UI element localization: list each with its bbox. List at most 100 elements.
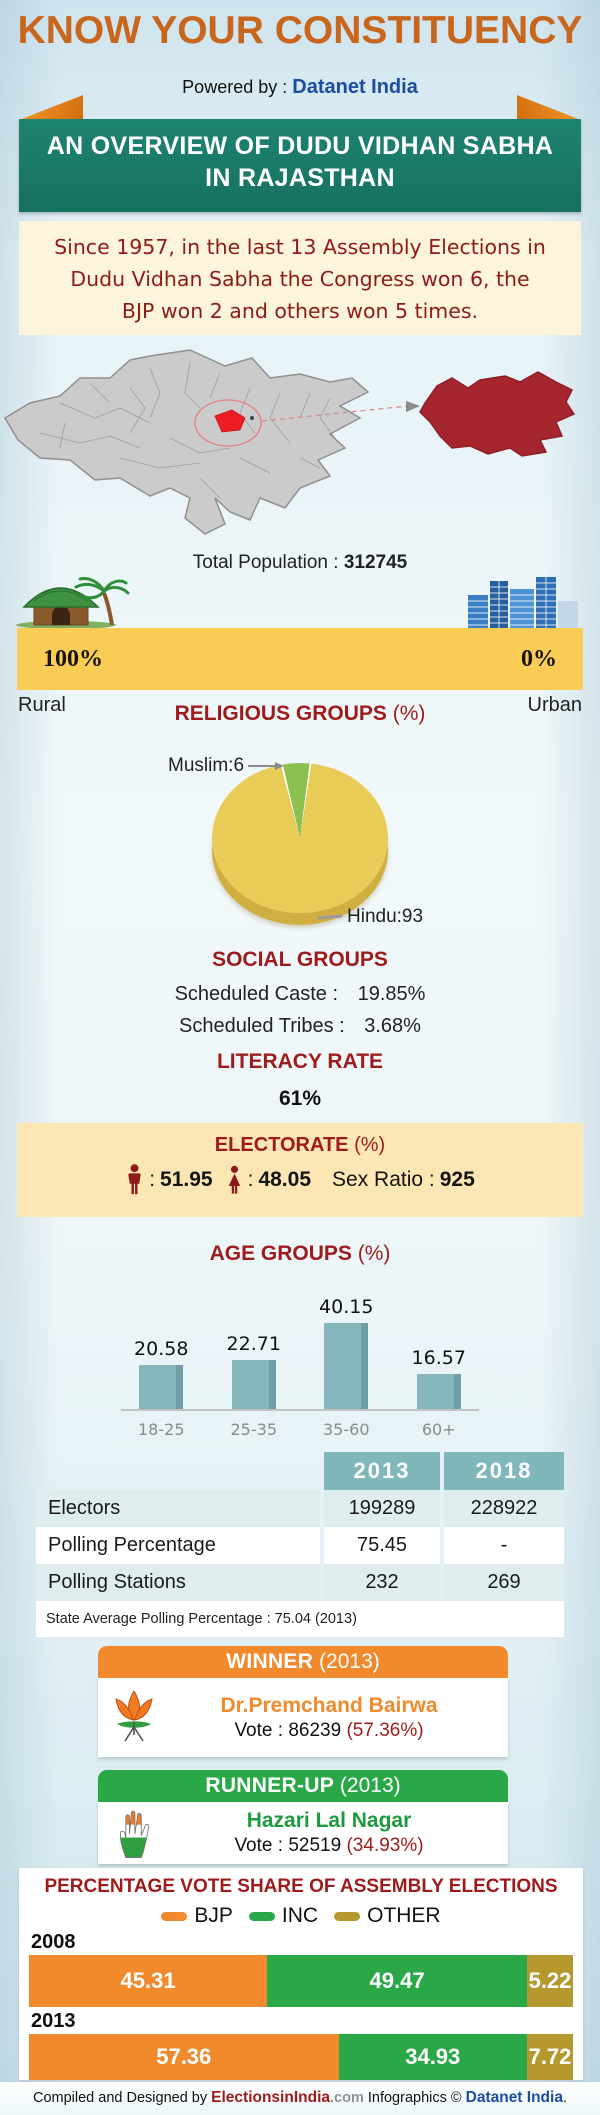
runner-up-card: RUNNER-UP (2013) Hazari Lal Na: [98, 1770, 508, 1864]
age-bar-group: 40.15: [315, 1296, 377, 1409]
age-bar-category: 35-60: [323, 1420, 370, 1439]
rajasthan-map: [3, 349, 576, 535]
highlighted-district: [214, 409, 246, 433]
inc-hand-icon: [119, 1810, 150, 1858]
age-bar: [139, 1365, 184, 1409]
literacy-rate-value: 61%: [278, 1087, 322, 1110]
electors-table: 2013 2018 Electors 199289 228922 Polling…: [36, 1452, 564, 1637]
legend-label: OTHER: [367, 1904, 441, 1927]
leader-dash-icon: [318, 914, 342, 920]
age-bar-value: 22.71: [226, 1333, 281, 1355]
overview-banner: AN OVERVIEW OF DUDU VIDHAN SABHA IN RAJA…: [19, 119, 581, 212]
legend-label: BJP: [194, 1904, 233, 1927]
intro-line3: BJP won 2 and others won 5 times.: [121, 299, 479, 323]
district-marker-dot: [250, 416, 254, 420]
table-header-2013: 2013: [324, 1452, 440, 1490]
vote-share-segment: 34.93: [338, 2034, 527, 2080]
vote-share-bar: 57.36 34.93 7.72: [29, 2034, 573, 2080]
muslim-slice-label: Muslim:6: [168, 755, 285, 777]
vote-share-segment: 45.31: [29, 1955, 268, 2007]
table-row: Polling Percentage 75.45 -: [36, 1527, 564, 1564]
table-row: Electors 199289 228922: [36, 1490, 564, 1527]
electorate-row: : 51.95 : 48.05 Sex Ratio : 925: [17, 1164, 583, 1196]
religion-pie-chart: [212, 763, 388, 913]
legend-label: INC: [281, 1904, 319, 1927]
legend-item: BJP: [161, 1904, 233, 1928]
age-bar-value: 16.57: [411, 1347, 466, 1369]
age-cats-row: 18-25 25-35 35-60 60+: [115, 1420, 485, 1439]
bjp-lotus-icon: [115, 1689, 153, 1741]
age-bar-group: 16.57: [408, 1347, 470, 1409]
runner-up-vote: Vote : 52519 (34.93%): [234, 1835, 424, 1856]
legend-swatch-icon: [161, 1911, 188, 1921]
district-borders: [39, 362, 336, 499]
vote-share-legend: BJP INC OTHER: [19, 1904, 583, 1928]
vote-share-segment: 49.47: [267, 1955, 527, 2007]
literacy-rate-title: LITERACY RATE: [216, 1050, 384, 1073]
electorate-title: ELECTORATE (%): [214, 1134, 386, 1156]
legend-swatch-icon: [248, 1911, 275, 1921]
legend-item: OTHER: [334, 1904, 441, 1928]
rural-hut-icon: [16, 577, 130, 629]
intro-box: Since 1957, in the last 13 Assembly Elec…: [19, 221, 581, 335]
winner-vote-pct: (57.36%): [346, 1719, 424, 1741]
scheduled-caste-row: Scheduled Caste : 19.85%: [174, 983, 426, 1005]
age-bar-group: 22.71: [223, 1333, 285, 1409]
female-icon: [228, 1165, 240, 1194]
age-bar-group: 20.58: [130, 1338, 192, 1409]
male-icon: [128, 1164, 141, 1195]
vote-share-year-label: 2008: [31, 1931, 76, 1953]
runner-up-vote-pct: (34.93%): [346, 1835, 424, 1856]
leader-arrow-icon: [248, 762, 285, 770]
age-bar-value: 20.58: [134, 1338, 189, 1360]
winner-vote-value: 86239: [288, 1719, 342, 1741]
datanet-india-logo: Datanet India: [292, 76, 418, 98]
total-population: Total Population : 312745: [0, 552, 600, 574]
age-bar-category: 25-35: [230, 1420, 278, 1439]
age-groups-chart: 20.58 22.71 40.15 16.57 18-25 25-35 35-60 60+: [115, 1285, 485, 1445]
rural-urban-bar: 100% 0%: [17, 628, 583, 690]
vote-share-segment: 57.36: [29, 2034, 339, 2080]
age-bar: [416, 1374, 461, 1409]
age-chart-baseline: [121, 1409, 479, 1411]
connector-arrow-icon: [261, 401, 420, 422]
runner-up-name: Hazari Lal Nagar: [246, 1809, 412, 1832]
age-bar-category: 18-25: [138, 1420, 185, 1439]
winner-vote: Vote : 86239 (57.36%): [234, 1719, 424, 1741]
legend-swatch-icon: [334, 1911, 361, 1921]
vote-share-year-label: 2013: [31, 2010, 76, 2032]
vote-share-box: PERCENTAGE VOTE SHARE OF ASSEMBLY ELECTI…: [19, 1868, 583, 2080]
runner-up-vote-value: 52519: [288, 1835, 342, 1856]
legend-item: INC: [248, 1904, 319, 1928]
winner-name: Dr.Premchand Bairwa: [220, 1693, 438, 1717]
intro-line1: Since 1957, in the last 13 Assembly Elec…: [54, 235, 546, 259]
hindu-slice-label: Hindu:93: [318, 906, 423, 928]
intro-line2: Dudu Vidhan Sabha the Congress won 6, th…: [70, 267, 530, 291]
vote-share-segment: 5.22: [527, 1955, 573, 2007]
vote-share-rows: 2008 45.31 49.47 5.22 2013 57.36 34.93 7.72: [19, 1931, 583, 2080]
total-population-label: Total Population :: [192, 552, 339, 573]
rural-percentage: 100%: [43, 645, 103, 672]
urban-label: Urban: [527, 694, 582, 716]
vote-share-segment: 7.72: [527, 2034, 573, 2080]
female-electorate-value: 48.05: [258, 1168, 312, 1191]
age-groups-title: AGE GROUPS (%): [209, 1242, 391, 1265]
age-bar-value: 40.15: [319, 1296, 374, 1318]
table-header-row: 2013 2018: [36, 1452, 564, 1490]
datanet-india-footer-logo: Datanet India: [465, 2089, 563, 2106]
rural-label: Rural: [18, 694, 66, 716]
male-electorate-value: 51.95: [160, 1168, 213, 1191]
state-average-note: State Average Polling Percentage : 75.04…: [36, 1601, 564, 1637]
age-bars-row: 20.58 22.71 40.15 16.57: [115, 1296, 485, 1409]
scheduled-caste-value: 19.85%: [357, 983, 426, 1005]
vote-share-title: PERCENTAGE VOTE SHARE OF ASSEMBLY ELECTI…: [44, 1876, 558, 1897]
table-header-2018: 2018: [444, 1452, 564, 1490]
rural-urban-labels: Rural Urban: [18, 694, 582, 717]
table-row: Polling Stations 232 269: [36, 1564, 564, 1601]
scheduled-tribes-row: Scheduled Tribes : 3.68%: [179, 1015, 421, 1037]
zoom-ellipse: [194, 399, 262, 447]
footer-credit: Compiled and Designed by ElectionsinIndi…: [0, 2082, 600, 2115]
age-bar: [324, 1323, 369, 1409]
page-title: KNOW YOUR CONSTITUENCY: [17, 9, 583, 52]
electionsinindia-logo: ElectionsinIndia: [211, 2089, 330, 2106]
